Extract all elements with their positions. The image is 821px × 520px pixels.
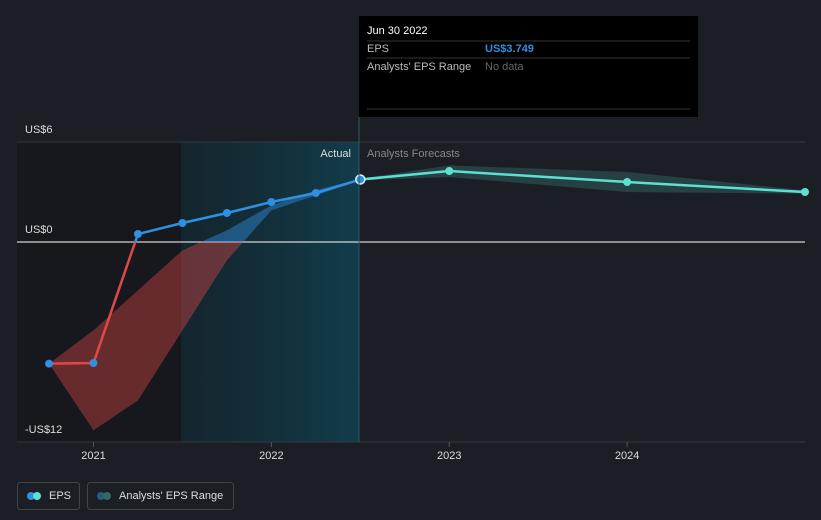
- tooltip-value: No data: [485, 61, 524, 73]
- tooltip-label: Analysts' EPS Range: [367, 61, 471, 73]
- tooltip-label: EPS: [367, 43, 389, 55]
- line: [133, 178, 361, 242]
- eps-point: [133, 230, 142, 238]
- range-band: [200, 178, 361, 242]
- legend-item[interactable]: [87, 482, 234, 510]
- eps-point: [45, 359, 54, 368]
- eps-point: [178, 219, 187, 227]
- past-region: [17, 142, 181, 442]
- x-tick-label: 2021: [81, 450, 105, 462]
- legend-label: Analysts' EPS Range: [119, 490, 223, 502]
- x-tick-label: 2024: [615, 450, 639, 462]
- eps-point: [267, 198, 276, 206]
- forecast-point: [623, 178, 632, 186]
- forecast-point: [445, 167, 454, 175]
- x-tick-label: 2023: [437, 450, 461, 462]
- line: [48, 242, 137, 365]
- legend-icon: [97, 492, 105, 500]
- y-tick-label: -US$12: [25, 424, 62, 436]
- tooltip-date: Jun 30 2022: [367, 25, 428, 37]
- legend-icon: [27, 492, 35, 500]
- y-tick-label: US$0: [25, 224, 53, 236]
- legend: EPS Analysts' EPS Range: [17, 482, 234, 510]
- range-band: [49, 242, 244, 431]
- legend-label: EPS: [49, 490, 71, 502]
- tooltip: Jun 30 2022 EPS US$3.749 Analysts' EPS R…: [359, 16, 698, 117]
- line: [360, 169, 806, 194]
- actual-label: Actual: [320, 148, 351, 160]
- legend-icon: [33, 492, 41, 500]
- x-tick-label: 2022: [259, 450, 283, 462]
- y-tick-label: US$6: [25, 124, 53, 136]
- legend-item[interactable]: [17, 482, 80, 510]
- eps-point: [89, 359, 98, 367]
- forecast-point: [801, 188, 809, 196]
- highlight-region: [181, 142, 359, 442]
- eps-point: [311, 189, 320, 197]
- forecast-label: Analysts Forecasts: [367, 148, 460, 160]
- eps-point: [355, 174, 366, 185]
- eps-point: [222, 209, 231, 217]
- tooltip-value: US$3.749: [485, 43, 534, 55]
- tooltip-box: [359, 16, 698, 117]
- legend-icon: [103, 492, 111, 500]
